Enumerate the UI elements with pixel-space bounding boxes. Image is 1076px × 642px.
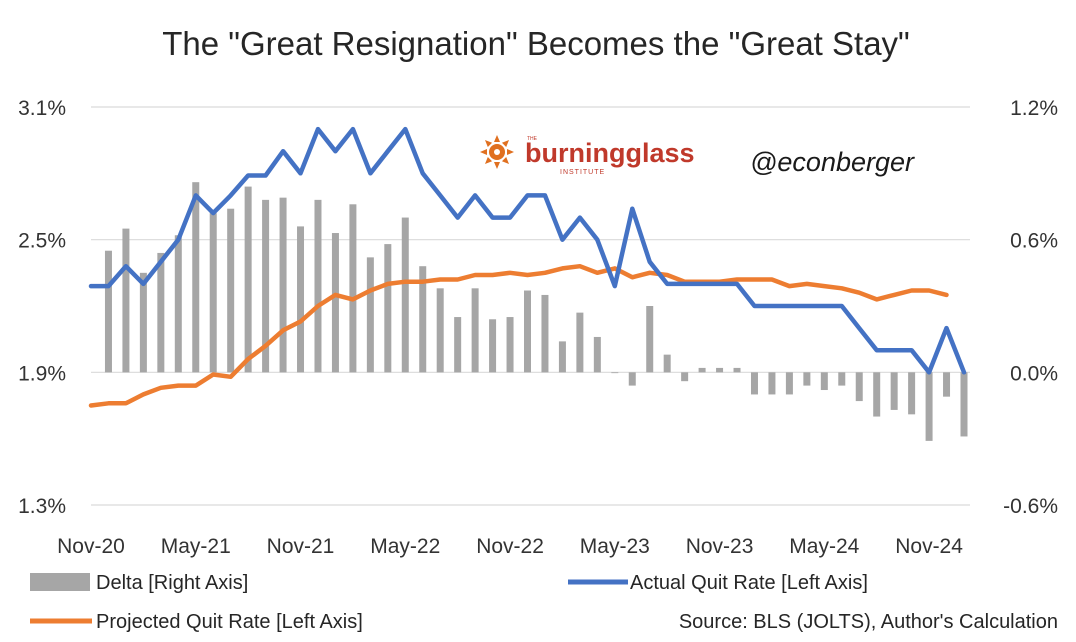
delta-bar: [698, 367, 706, 373]
delta-bar: [244, 186, 252, 373]
delta-bar: [506, 317, 514, 373]
delta-bar: [663, 354, 671, 373]
delta-bar: [436, 288, 444, 373]
delta-bar: [716, 367, 724, 373]
delta-bar: [157, 252, 165, 373]
left-tick-label: 1.9%: [18, 362, 66, 385]
sunburst-icon: [480, 135, 514, 169]
delta-bar: [489, 319, 497, 373]
delta-bar: [873, 372, 881, 417]
delta-bar: [960, 372, 968, 437]
logo-sup-text: THE: [527, 136, 538, 142]
delta-bar: [262, 199, 270, 373]
delta-bar: [471, 288, 479, 373]
delta-bar: [855, 372, 863, 402]
delta-bar: [227, 208, 235, 373]
delta-bar: [681, 372, 689, 382]
delta-bar: [908, 372, 916, 415]
delta-bar: [611, 372, 619, 374]
delta-bar: [384, 244, 392, 373]
delta-bar: [820, 372, 828, 391]
left-tick-label: 3.1%: [18, 97, 66, 120]
x-axis: Nov-20 May-21 Nov-21 May-22 Nov-22 May-23 Nov-…: [57, 535, 963, 558]
delta-bar: [838, 372, 846, 386]
delta-bar: [349, 204, 357, 373]
delta-bar: [314, 199, 322, 373]
legend-label-delta: Delta [Right Axis]: [96, 572, 248, 594]
delta-bar: [331, 233, 339, 373]
delta-bar: [297, 226, 305, 373]
x-tick-label: Nov-24: [895, 535, 963, 558]
source-note: Source: BLS (JOLTS), Author's Calculatio…: [679, 611, 1058, 633]
legend-label-actual: Actual Quit Rate [Left Axis]: [630, 572, 868, 594]
x-tick-label: May-23: [580, 535, 650, 558]
legend-swatch-delta: [30, 573, 90, 591]
x-tick-label: Nov-23: [686, 535, 754, 558]
series-lines: [88, 126, 967, 408]
delta-bar: [750, 372, 758, 395]
right-tick-label: 0.6%: [1010, 230, 1058, 253]
delta-bar: [174, 235, 182, 373]
delta-bar: [733, 367, 741, 373]
delta-bar: [139, 272, 147, 373]
x-tick-label: May-21: [161, 535, 231, 558]
delta-bar: [768, 372, 776, 395]
chart-title: The "Great Resignation" Becomes the "Gre…: [162, 25, 910, 62]
logo-sub-text: INSTITUTE: [560, 169, 605, 176]
legend: Delta [Right Axis] Actual Quit Rate [Lef…: [30, 572, 1058, 633]
delta-bar: [419, 266, 427, 373]
delta-bar: [122, 228, 130, 373]
delta-bar: [593, 336, 601, 373]
author-handle: @econberger: [750, 147, 915, 177]
delta-bar: [401, 217, 409, 373]
x-tick-label: May-22: [370, 535, 440, 558]
delta-bar: [104, 250, 112, 373]
delta-bar: [209, 213, 217, 373]
delta-bar: [576, 312, 584, 373]
actual-quit-rate-line: [88, 126, 967, 375]
delta-bar: [558, 341, 566, 373]
right-axis: 1.2% 0.6% 0.0% -0.6%: [1003, 97, 1058, 518]
delta-bar: [803, 372, 811, 386]
left-tick-label: 1.3%: [18, 495, 66, 518]
x-tick-label: Nov-22: [476, 535, 544, 558]
legend-label-projected: Projected Quit Rate [Left Axis]: [96, 611, 363, 633]
delta-bar: [925, 372, 933, 441]
x-tick-label: May-24: [789, 535, 859, 558]
x-tick-label: Nov-20: [57, 535, 125, 558]
burning-glass-logo: THE burningglass INSTITUTE: [480, 135, 695, 176]
right-tick-label: -0.6%: [1003, 495, 1058, 518]
left-tick-label: 2.5%: [18, 230, 66, 253]
delta-bar: [192, 182, 200, 373]
delta-bar: [943, 372, 951, 397]
logo-main-text: burningglass: [525, 138, 695, 168]
delta-bar: [524, 290, 531, 373]
delta-bar: [279, 197, 287, 373]
right-tick-label: 0.0%: [1010, 362, 1058, 385]
delta-bar: [454, 317, 462, 373]
delta-bar: [646, 306, 654, 373]
delta-bar: [366, 257, 374, 373]
delta-bar: [785, 372, 793, 395]
left-axis: 3.1% 2.5% 1.9% 1.3%: [18, 97, 66, 518]
x-tick-label: Nov-21: [267, 535, 335, 558]
delta-bar: [541, 294, 549, 373]
delta-bar: [628, 372, 636, 386]
delta-bars: [104, 182, 968, 441]
projected-quit-rate-line: [88, 263, 949, 408]
right-tick-label: 1.2%: [1010, 97, 1058, 120]
delta-bar: [890, 372, 898, 410]
